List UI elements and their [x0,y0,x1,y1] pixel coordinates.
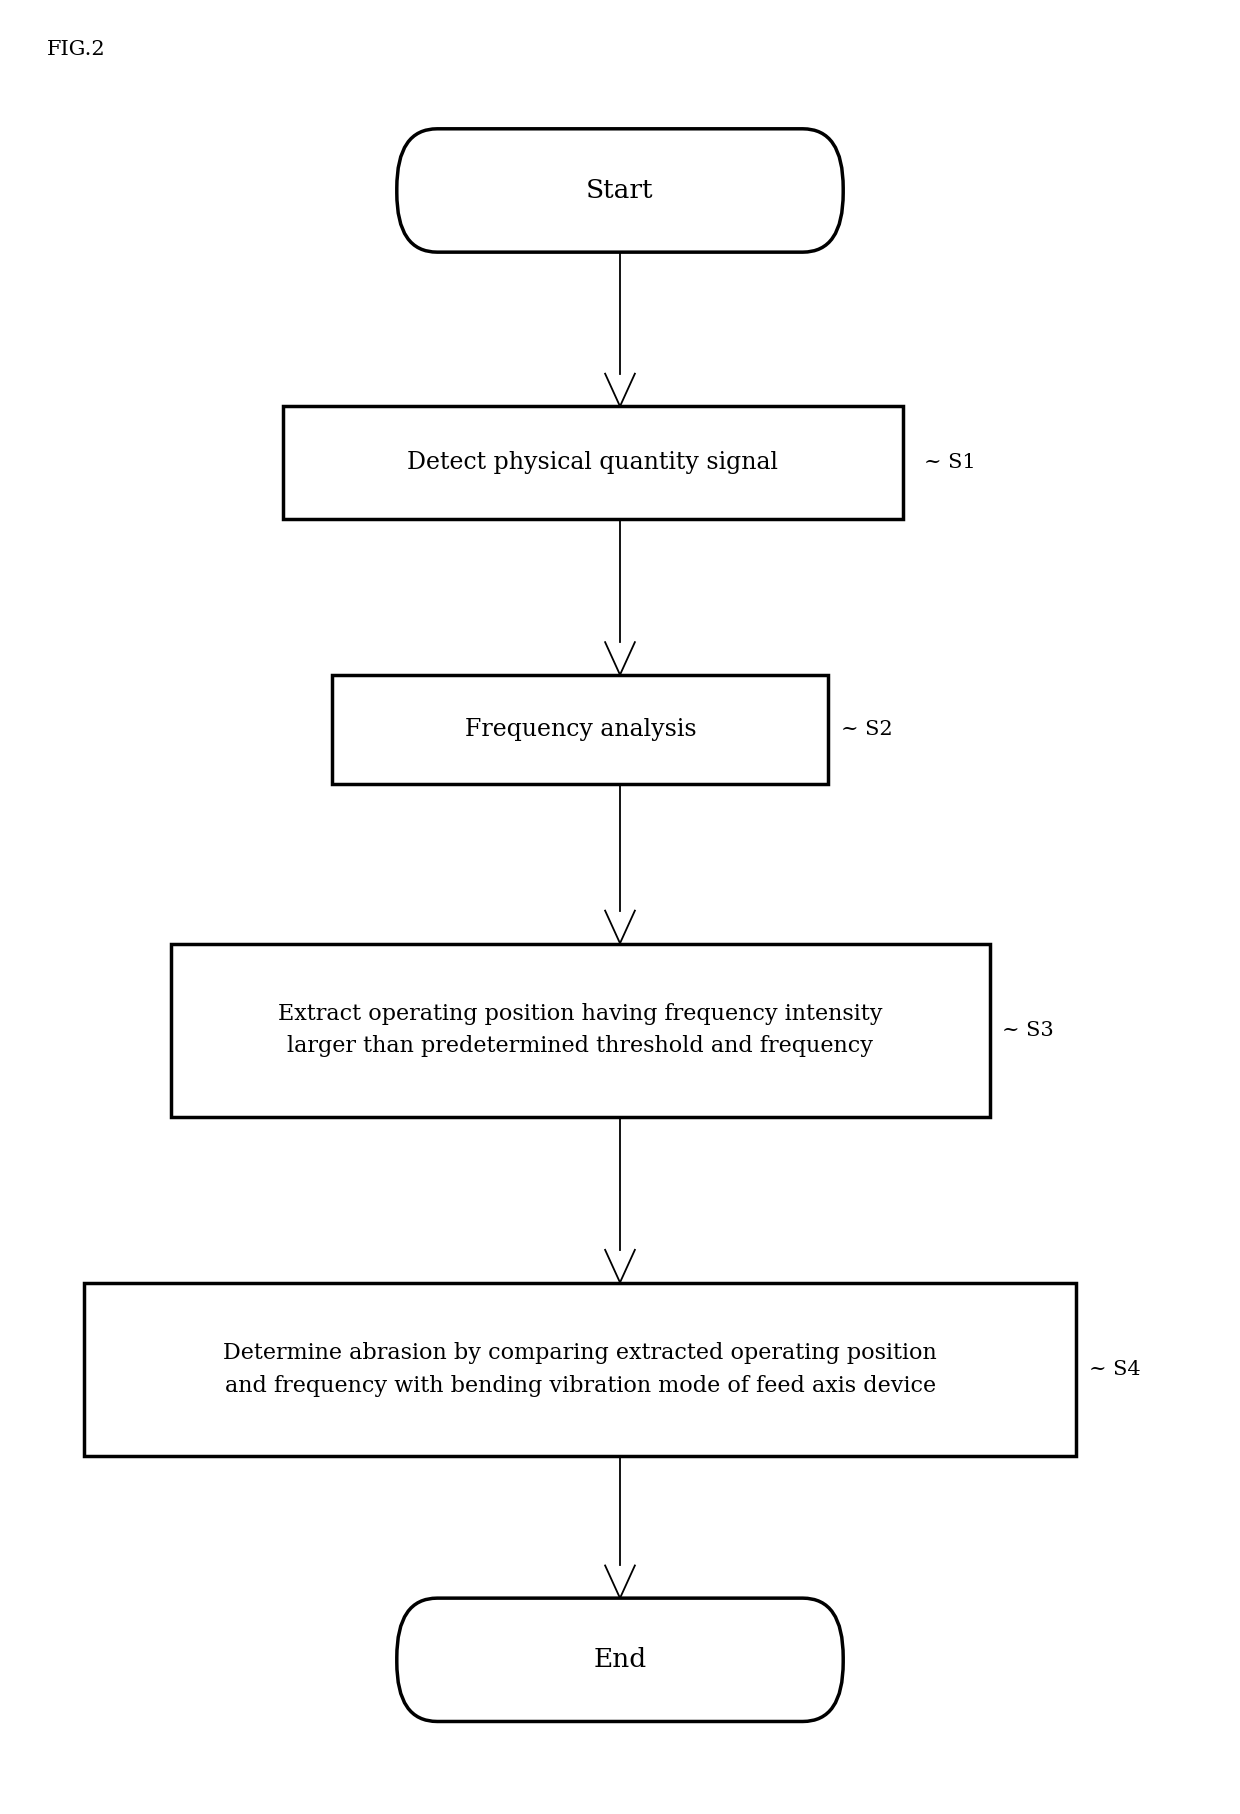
Text: ~ S3: ~ S3 [1002,1021,1054,1039]
Text: End: End [594,1647,646,1673]
Text: Extract operating position having frequency intensity
larger than predetermined : Extract operating position having freque… [278,1003,883,1058]
Text: Determine abrasion by comparing extracted operating position
and frequency with : Determine abrasion by comparing extracte… [223,1342,937,1397]
Text: Detect physical quantity signal: Detect physical quantity signal [407,452,779,473]
Text: ~ S2: ~ S2 [841,720,893,738]
FancyBboxPatch shape [397,129,843,252]
FancyBboxPatch shape [171,943,990,1116]
Text: Frequency analysis: Frequency analysis [465,718,696,740]
Text: Start: Start [587,178,653,203]
FancyBboxPatch shape [283,406,903,519]
FancyBboxPatch shape [332,675,828,784]
FancyBboxPatch shape [397,1598,843,1721]
Text: ~ S4: ~ S4 [1089,1360,1141,1379]
FancyBboxPatch shape [84,1284,1076,1455]
Text: ~ S1: ~ S1 [924,454,976,472]
Text: FIG.2: FIG.2 [47,40,105,58]
